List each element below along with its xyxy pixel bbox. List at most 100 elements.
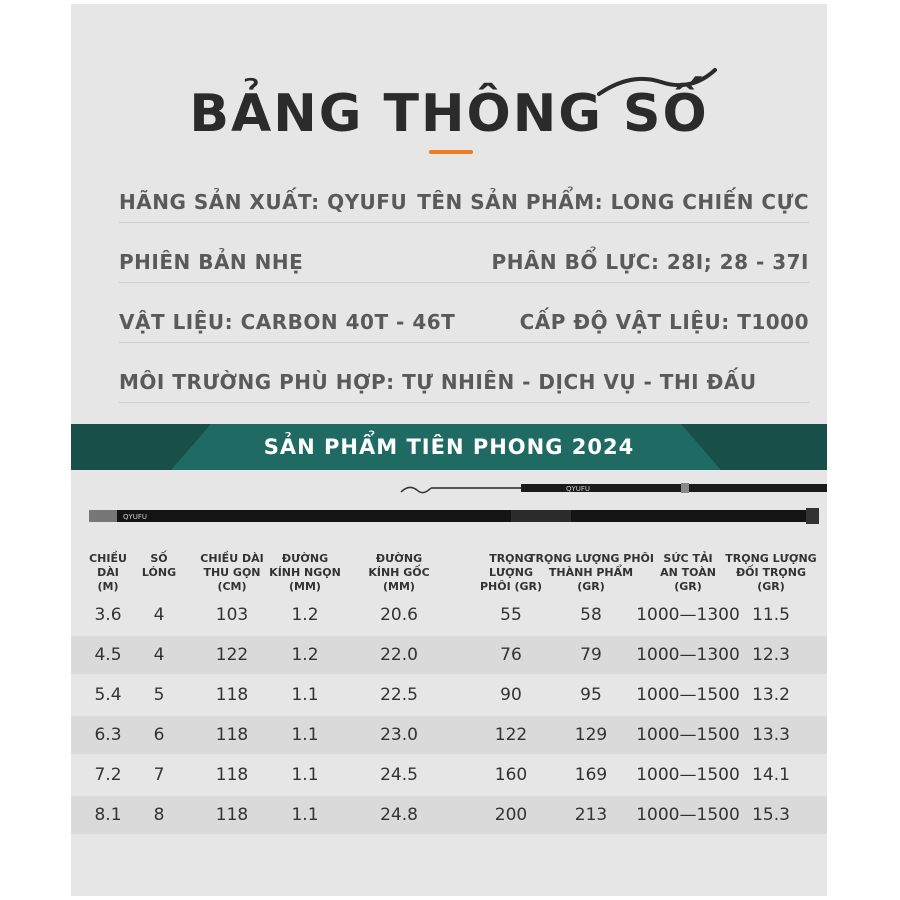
table-header-cell: CHIỀU DÀI THU GỌN (CM) [200, 552, 263, 594]
table-row: 8.1 8 118 1.1 24.8 200 213 1000—1500 15.3 [71, 796, 827, 834]
table-cell: 1.1 [291, 725, 319, 745]
table-cell: 95 [580, 685, 602, 705]
table-cell: 55 [500, 605, 522, 625]
table-cell: 5 [153, 685, 165, 705]
table-cell: 122 [494, 725, 528, 745]
table-cell: 13.2 [752, 685, 790, 705]
table-row: 4.5 4 122 1.2 22.0 76 79 1000—1300 12.3 [71, 636, 827, 674]
header-line: (CM) [217, 580, 247, 593]
table-header-cell: ĐƯỜNG KÍNH NGỌN (MM) [269, 552, 341, 594]
table-cell: 4 [153, 605, 165, 625]
table-cell: 1.1 [291, 805, 319, 825]
title-flourish-icon [597, 68, 717, 96]
header-line: TRỌNG LƯỢNG [725, 552, 817, 565]
table-header-cell: TRỌNG LƯỢNG PHÔI (GR) [480, 552, 542, 594]
header-line: (GR) [577, 580, 605, 593]
table-row: 5.4 5 118 1.1 22.5 90 95 1000—1500 13.2 [71, 676, 827, 714]
spec-row-2: PHIÊN BẢN NHẸ PHÂN BỔ LỰC: 28I; 28 - 37I [119, 242, 809, 283]
table-cell: 213 [574, 805, 608, 825]
spec-manufacturer: HÃNG SẢN XUẤT: QYUFU [119, 190, 408, 214]
header-line: PHÔI (GR) [479, 580, 543, 593]
page-title: BẢNG THÔNG SỐ [189, 84, 709, 144]
table-cell: 1000—1300 [636, 645, 740, 665]
table-row: 7.2 7 118 1.1 24.5 160 169 1000—1500 14.1 [71, 756, 827, 794]
table-cell: 23.0 [380, 725, 418, 745]
rod-brand-bottom: QYUFU [123, 513, 147, 521]
table-cell: 118 [215, 685, 249, 705]
spec-environment: MÔI TRƯỜNG PHÙ HỢP: TỰ NHIÊN - DỊCH VỤ -… [119, 370, 757, 394]
header-line: KÍNH GỐC [368, 566, 430, 579]
header-line: LƯỢNG [488, 566, 534, 579]
table-header-cell: ĐƯỜNG KÍNH GỐC (MM) [368, 552, 429, 594]
header-line: AN TOÀN [660, 566, 716, 579]
table-cell: 1000—1300 [636, 605, 740, 625]
table-cell: 118 [215, 765, 249, 785]
banner-title: SẢN PHẨM TIÊN PHONG 2024 [263, 435, 635, 459]
table-cell: 8 [153, 805, 165, 825]
section-banner: SẢN PHẨM TIÊN PHONG 2024 [71, 424, 827, 470]
table-cell: 58 [580, 605, 602, 625]
header-line: DÀI [97, 566, 119, 579]
header-line: CHIỀU DÀI [200, 552, 264, 565]
table-cell: 1.1 [291, 765, 319, 785]
table-cell: 90 [500, 685, 522, 705]
table-header-cell: SỨC TẢI AN TOÀN (GR) [660, 552, 716, 594]
header-line: LÓNG [141, 566, 177, 579]
table-cell: 1000—1500 [636, 725, 740, 745]
table-cell: 13.3 [752, 725, 790, 745]
table-header-cell: TRỌNG LƯỢNG PHÔI THÀNH PHẨM (GR) [528, 552, 654, 594]
fishing-rod-image: QYUFU QYUFU [89, 483, 827, 524]
table-header-cell: TRỌNG LƯỢNG ĐỐI TRỌNG (GR) [725, 552, 816, 594]
table-row: 6.3 6 118 1.1 23.0 122 129 1000—1500 13.3 [71, 716, 827, 754]
table-cell: 7.2 [94, 765, 122, 785]
table-cell: 3.6 [94, 605, 122, 625]
table-cell: 24.8 [380, 805, 418, 825]
header-line: (MM) [289, 580, 321, 593]
table-cell: 118 [215, 805, 249, 825]
header-line: (MM) [383, 580, 415, 593]
header-line: CHIỀU [89, 552, 127, 565]
spec-force-distribution: PHÂN BỔ LỰC: 28I; 28 - 37I [491, 250, 809, 274]
header-line: KÍNH NGỌN [269, 566, 341, 579]
table-cell: 1000—1500 [636, 805, 740, 825]
table-cell: 6 [153, 725, 165, 745]
header-line: (GR) [757, 580, 785, 593]
table-cell: 22.5 [380, 685, 418, 705]
header-line: ĐƯỜNG [281, 552, 329, 565]
spec-material: VẬT LIỆU: CARBON 40T - 46T [119, 310, 456, 334]
header-line: (M) [97, 580, 119, 593]
table-cell: 5.4 [94, 685, 122, 705]
header-line: THÀNH PHẨM [548, 566, 634, 579]
table-cell: 1.1 [291, 685, 319, 705]
table-cell: 22.0 [380, 645, 418, 665]
table-cell: 1.2 [291, 645, 319, 665]
spec-version: PHIÊN BẢN NHẸ [119, 250, 304, 274]
header-line: SỐ [150, 552, 168, 565]
header-line: SỨC TẢI [663, 552, 713, 565]
title-underline [429, 150, 473, 154]
table-cell: 4.5 [94, 645, 122, 665]
rod-brand-top: QYUFU [566, 485, 590, 493]
spec-row-1: HÃNG SẢN XUẤT: QYUFU TÊN SẢN PHẨM: LONG … [119, 182, 809, 223]
header-line: ĐƯỜNG [375, 552, 423, 565]
header-line: (GR) [674, 580, 702, 593]
table-cell: 24.5 [380, 765, 418, 785]
spec-row-4: MÔI TRƯỜNG PHÙ HỢP: TỰ NHIÊN - DỊCH VỤ -… [119, 362, 809, 403]
table-header-cell: SỐ LÓNG [142, 552, 176, 580]
spec-row-3: VẬT LIỆU: CARBON 40T - 46T CẤP ĐỘ VẬT LI… [119, 302, 809, 343]
table-cell: 1.2 [291, 605, 319, 625]
table-cell: 118 [215, 725, 249, 745]
spec-panel: BẢNG THÔNG SỐ HÃNG SẢN XUẤT: QYUFU TÊN S… [71, 4, 827, 896]
table-row: 3.6 4 103 1.2 20.6 55 58 1000—1300 11.5 [71, 596, 827, 634]
table-cell: 122 [215, 645, 249, 665]
table-cell: 79 [580, 645, 602, 665]
table-cell: 129 [574, 725, 608, 745]
table-header: CHIỀU DÀI (M) SỐ LÓNG CHIỀU DÀI THU GỌN (CM) ĐƯỜ… [71, 544, 827, 602]
table-cell: 14.1 [752, 765, 790, 785]
table-cell: 200 [494, 805, 528, 825]
spec-product-name: TÊN SẢN PHẨM: LONG CHIẾN CỰC [417, 190, 809, 214]
table-cell: 12.3 [752, 645, 790, 665]
table-cell: 11.5 [752, 605, 790, 625]
header-line: THU GỌN [203, 566, 261, 579]
table-cell: 7 [153, 765, 165, 785]
